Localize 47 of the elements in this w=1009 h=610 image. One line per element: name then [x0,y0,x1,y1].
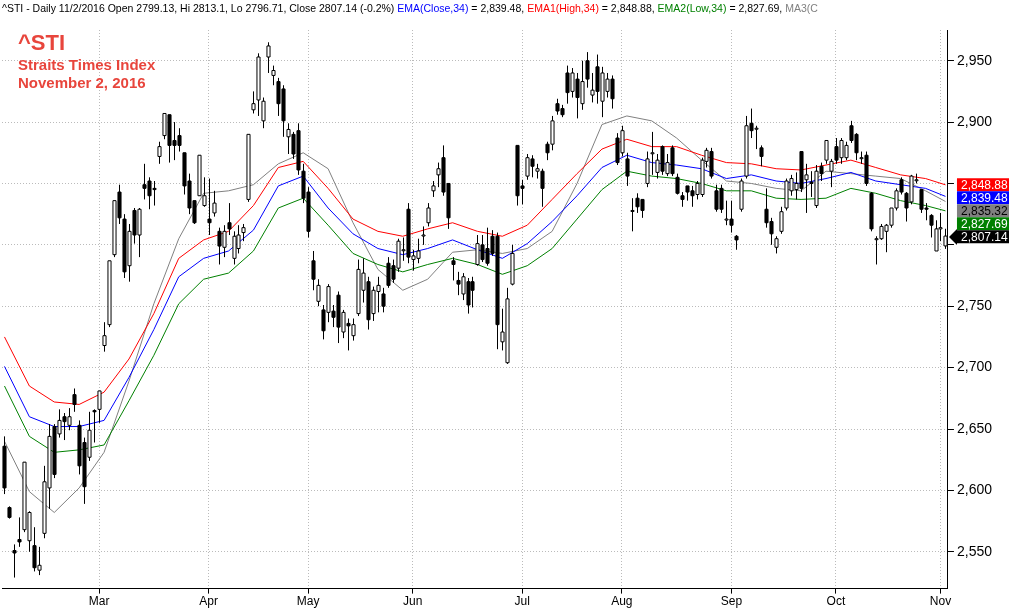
text: ^STI - Daily 11/2/2016 Open 2799.13, Hi 2813.1, Lo 2796.71, Close 2807.14 (-0.2%) [2,2,396,14]
text: MA3(C [785,2,818,14]
candlestick [381,287,386,313]
x-tick-label: Jun [403,594,423,609]
y-tick-label: 2,600 [956,481,993,498]
x-tick-label: Jul [514,594,530,609]
text: EMA1(High,34) [527,2,599,14]
x-tick-label: Mar [88,594,110,609]
y-tick-label: 2,950 [956,51,993,68]
candlestick [451,256,456,281]
y-tick-label: 2,550 [956,542,993,559]
data-label: 2,848.88 [960,178,1008,193]
x-tick-label: Apr [199,594,218,609]
text: = 2,827.69, [728,2,784,14]
candlestick [97,390,102,424]
text: = 2,839.48, [470,2,526,14]
x-tick-label: Sep [720,594,743,609]
text: EMA2(Low,34) [657,2,727,14]
candlestick [470,276,475,308]
candlestick [271,65,276,86]
candlestick [824,139,829,165]
text: 2,807.14 [960,230,1008,245]
candlestick [102,321,107,353]
x-tick-label: Oct [826,594,846,609]
candlestick [779,206,784,235]
data-label: 2,827.69 [960,217,1008,232]
x-tick-label: Nov [929,594,952,609]
annotation: November 2, 2016 [18,74,147,92]
x-tick-label: Aug [611,594,633,609]
x-tick-label: May [296,594,320,609]
text: = 2,848.88, [600,2,656,14]
candlestick [157,141,162,165]
y-tick-label: 2,750 [956,297,993,314]
candlestick [625,152,630,187]
candlestick [585,51,590,89]
candlestick [645,151,650,188]
candlestick [311,250,316,291]
candlestick [72,387,77,413]
text: Straits Times Index [18,56,156,74]
y-tick-label: 2,700 [956,358,993,375]
chart-title: ^STI [18,30,67,56]
candlestick [759,144,764,167]
text: EMA(Close,34) [397,2,469,14]
y-tick-label: 2,650 [956,419,993,436]
data-label: 2,835.32 [960,204,1008,219]
data-label: 2,839.48 [960,191,1008,206]
y-tick-label: 2,900 [956,112,993,129]
